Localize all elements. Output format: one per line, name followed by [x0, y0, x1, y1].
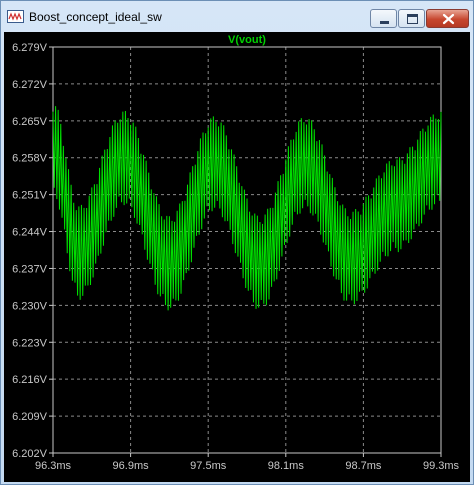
x-tick-label: 96.9ms	[113, 460, 150, 472]
y-tick-label: 6.230V	[12, 300, 48, 312]
vout-trace[interactable]	[52, 106, 442, 311]
y-tick-label: 6.279V	[12, 42, 48, 54]
x-tick-label: 98.7ms	[345, 460, 382, 472]
plot-border	[52, 46, 442, 454]
waveform-chart[interactable]: 6.279V 6.272V 6.265V 6.258V 6.251V 6.244V 6.23…	[4, 32, 470, 482]
y-tick-label: 6.265V	[12, 116, 48, 128]
window-title: Boost_concept_ideal_sw	[29, 10, 162, 24]
y-tick-label: 6.244V	[12, 227, 48, 239]
x-tick-label: 99.3ms	[423, 460, 460, 472]
y-tick-label: 6.216V	[12, 374, 48, 386]
y-tick-label: 6.223V	[12, 337, 48, 349]
y-tick-label: 6.258V	[12, 153, 48, 165]
y-tick-label: 6.209V	[12, 411, 48, 423]
x-tick-label: 98.1ms	[268, 460, 305, 472]
minimize-button[interactable]	[370, 9, 397, 28]
maximize-icon	[407, 14, 418, 24]
title-bar[interactable]: Boost_concept_ideal_sw	[1, 1, 473, 32]
plot-pane[interactable]: 6.279V 6.272V 6.265V 6.258V 6.251V 6.244V 6.23…	[4, 32, 470, 482]
waveform-app-icon	[7, 10, 24, 23]
close-icon	[442, 13, 455, 25]
y-tick-label: 6.237V	[12, 263, 48, 275]
close-button[interactable]	[426, 9, 469, 28]
maximize-button[interactable]	[398, 9, 425, 28]
x-tick-label: 96.3ms	[35, 460, 72, 472]
y-tick-label: 6.272V	[12, 79, 48, 91]
y-tick-label: 6.202V	[12, 448, 48, 460]
minimize-icon	[380, 21, 389, 24]
trace-name-label[interactable]: V(vout)	[228, 34, 266, 46]
x-tick-label: 97.5ms	[190, 460, 227, 472]
y-tick-label: 6.251V	[12, 190, 48, 202]
